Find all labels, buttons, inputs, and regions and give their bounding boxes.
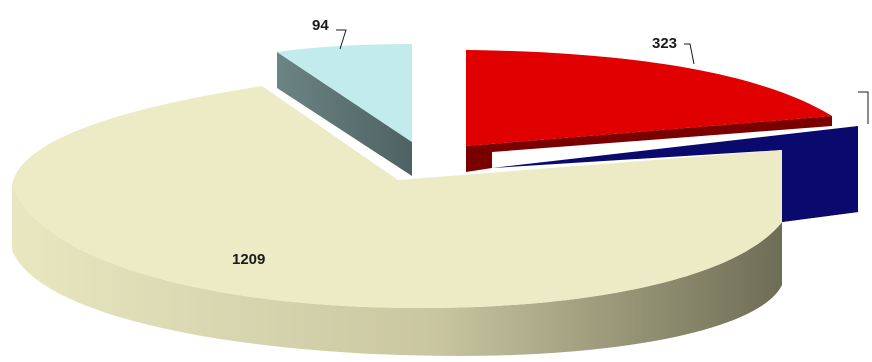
pie-slice-beige	[12, 86, 782, 356]
pie-slice-navy-top	[492, 126, 858, 222]
data-label-94: 94	[312, 17, 329, 34]
data-label-1209: 1209	[232, 251, 265, 268]
pie-slice-cyan-side	[277, 52, 412, 176]
pie-slice-cyan-top	[277, 44, 412, 142]
leader-line-navy	[858, 91, 869, 124]
pie-slice-beige-side	[12, 185, 782, 356]
leader-line-94	[336, 29, 347, 50]
pie-slice-red-top	[466, 50, 832, 146]
data-label-323: 323	[652, 35, 677, 52]
pie-slice-cyan	[277, 44, 412, 176]
leader-line-323	[684, 43, 695, 65]
pie-slice-beige-top	[12, 86, 782, 308]
pie-slice-red-side	[466, 116, 832, 172]
pie-slice-navy	[492, 126, 858, 222]
pie-slice-red	[466, 50, 832, 172]
